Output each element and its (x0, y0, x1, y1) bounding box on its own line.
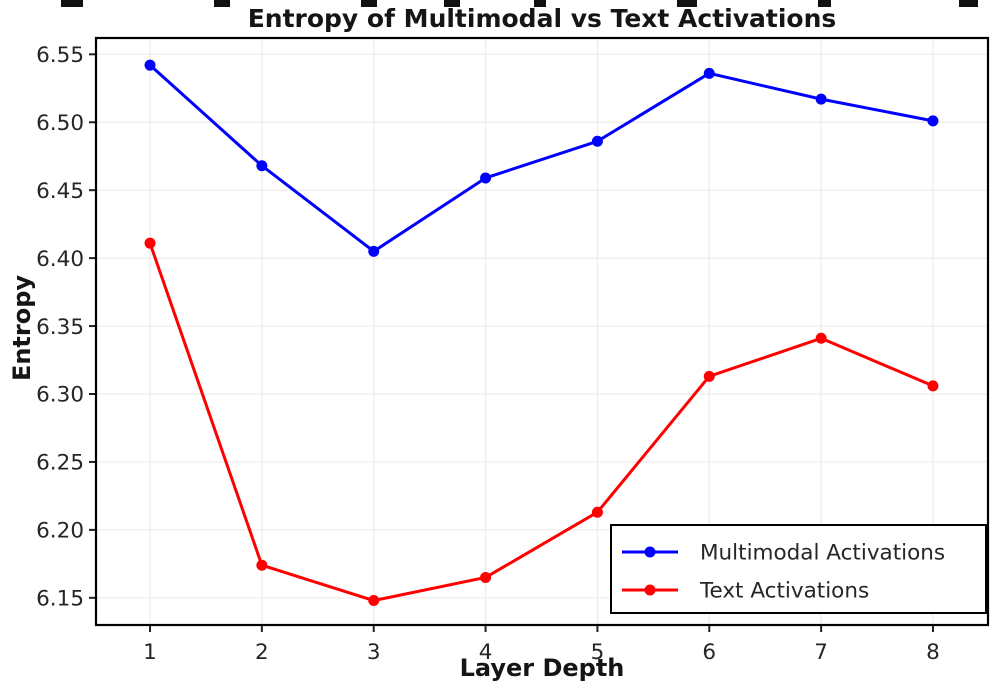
x-tick-label: 4 (479, 640, 493, 665)
data-point-marker (815, 93, 827, 105)
cropped-text-artifact (818, 0, 831, 7)
x-tick-label: 2 (255, 640, 269, 665)
y-tick-label: 6.35 (36, 315, 84, 340)
x-tick-label: 1 (143, 640, 157, 665)
data-point-marker (480, 571, 492, 583)
cropped-text-artifact (959, 0, 978, 7)
y-tick-label: 6.25 (36, 451, 84, 476)
y-tick-label: 6.45 (36, 179, 84, 204)
data-point-marker (144, 237, 156, 249)
cropped-text-artifact (677, 0, 697, 7)
x-tick-label: 6 (702, 640, 716, 665)
cropped-text-artifact (61, 0, 83, 7)
data-point-marker (591, 135, 603, 147)
cropped-text-artifact (361, 0, 377, 7)
y-tick-label: 6.55 (36, 43, 84, 68)
data-point-marker (144, 59, 156, 71)
legend-label: Multimodal Activations (700, 541, 945, 566)
cropped-text-artifact (534, 0, 546, 7)
data-point-marker (368, 245, 380, 257)
chart-title: Entropy of Multimodal vs Text Activation… (247, 4, 837, 33)
series-line-text-activations (148, 242, 934, 603)
x-axis-label: Layer Depth (459, 654, 625, 682)
y-tick-label: 6.40 (36, 247, 84, 272)
legend-box (610, 524, 987, 614)
y-tick-label: 6.15 (36, 587, 84, 612)
data-point-marker (480, 172, 492, 184)
data-point-marker (927, 115, 939, 127)
data-point-marker (256, 160, 268, 172)
data-point-marker (815, 332, 827, 344)
data-point-marker (591, 506, 603, 518)
x-tick-label: 3 (367, 640, 381, 665)
legend-sample-marker (644, 584, 656, 596)
x-tick-label: 5 (591, 640, 605, 665)
y-tick-label: 6.20 (36, 519, 84, 544)
y-tick-label: 6.30 (36, 383, 84, 408)
x-tick-label: 8 (926, 640, 940, 665)
y-tick-label: 6.50 (36, 111, 84, 136)
plot-frame (94, 36, 990, 627)
legend-label: Text Activations (699, 579, 869, 604)
data-point-marker (927, 380, 939, 392)
data-point-marker (703, 67, 715, 79)
x-tick-label: 7 (814, 640, 828, 665)
data-point-marker (256, 559, 268, 571)
series-line-multimodal-activations (149, 64, 934, 253)
cropped-text-artifact (214, 0, 230, 7)
cropped-text-artifact (444, 0, 460, 7)
data-point-marker (368, 595, 380, 607)
data-point-marker (703, 370, 715, 382)
legend-sample-marker (644, 546, 656, 558)
